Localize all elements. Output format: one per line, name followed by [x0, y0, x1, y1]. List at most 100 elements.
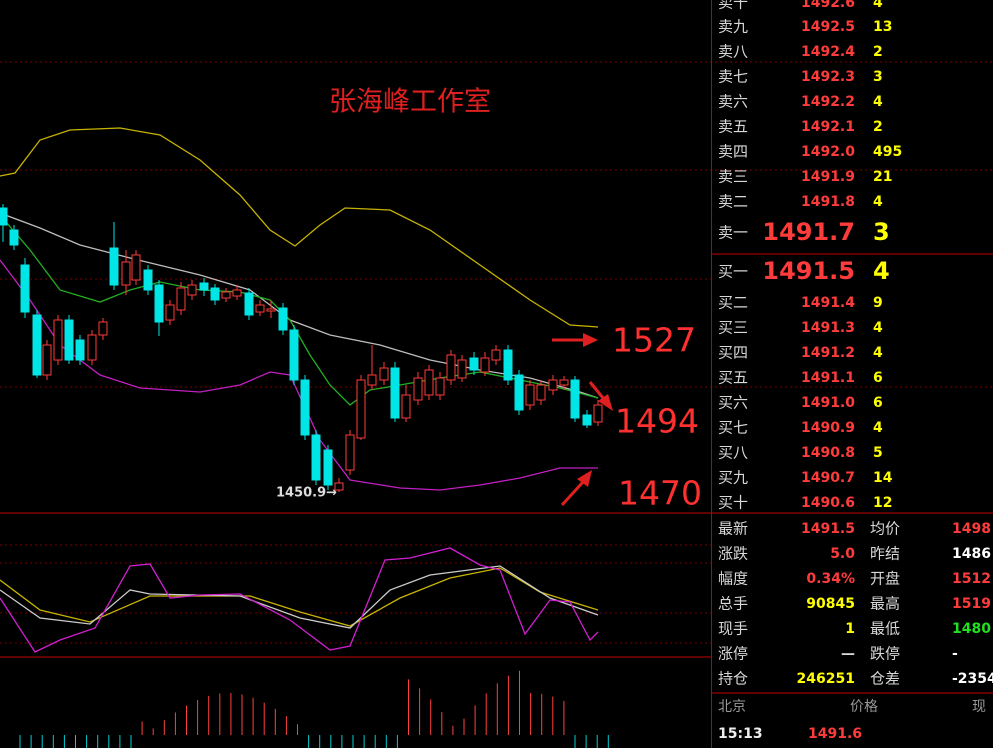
- candle: [548, 379, 558, 391]
- book-price: 1491.1: [801, 370, 855, 386]
- tape-header: 现: [972, 699, 986, 715]
- candle: [53, 319, 63, 361]
- candle: [582, 414, 592, 426]
- candle: [0, 207, 8, 226]
- book-volume: 4: [873, 345, 883, 361]
- book-volume: 4: [873, 320, 883, 336]
- book-label: 买四: [718, 344, 748, 362]
- candle: [469, 357, 479, 371]
- candle: [154, 284, 164, 323]
- stat-value: -: [952, 646, 958, 662]
- candle: [300, 379, 310, 436]
- book-volume: 9: [873, 295, 883, 311]
- book-label: 买十: [718, 494, 748, 512]
- candle: [20, 264, 30, 313]
- candle: [334, 482, 344, 491]
- book-volume: 6: [873, 370, 883, 386]
- stat-value: 1519: [952, 596, 991, 612]
- candle: [503, 349, 513, 381]
- book-label: 买一: [718, 263, 748, 281]
- book-volume: 12: [873, 495, 892, 511]
- stat-value: 1480: [952, 621, 991, 637]
- book-label: 卖十: [718, 0, 748, 12]
- stat-label: 跌停: [870, 645, 900, 663]
- stat-value: 1491.5: [801, 521, 855, 537]
- candle: [457, 359, 467, 379]
- candle: [210, 287, 220, 301]
- candle: [435, 377, 445, 396]
- book-price: 1491.4: [801, 295, 855, 311]
- book-price: 1491.9: [801, 169, 855, 185]
- book-price: 1491.3: [801, 320, 855, 336]
- book-label: 买五: [718, 369, 748, 387]
- candle: [514, 374, 524, 411]
- candle: [345, 434, 355, 471]
- candle: [446, 354, 456, 381]
- watermark: 张海峰工作室: [329, 87, 491, 118]
- stat-label: 涨跌: [718, 545, 748, 563]
- low-label: 1450.9→: [276, 486, 337, 501]
- tape-header: 价格: [850, 699, 878, 715]
- book-volume: 13: [873, 19, 892, 35]
- candle: [356, 379, 366, 439]
- book-price: 1490.9: [801, 420, 855, 436]
- stat-value: 1512: [952, 571, 991, 587]
- stat-label: 均价: [870, 520, 900, 538]
- candle: [525, 384, 535, 406]
- candle: [64, 319, 74, 361]
- book-label: 买六: [718, 394, 748, 412]
- book-price: 1491.5: [762, 257, 855, 285]
- arrows: [552, 333, 613, 507]
- candle: [570, 379, 580, 419]
- book-volume: 4: [873, 257, 890, 285]
- book-label: 卖一: [718, 224, 748, 242]
- book-label: 买三: [718, 319, 748, 337]
- annotation: 1527: [612, 321, 696, 360]
- book-label: 卖二: [718, 193, 748, 211]
- book-label: 卖四: [718, 143, 748, 161]
- book-price: 1492.2: [801, 94, 855, 110]
- stat-value: 90845: [806, 596, 855, 612]
- book-price: 1491.8: [801, 194, 855, 210]
- book-price: 1492.1: [801, 119, 855, 135]
- candle: [32, 314, 42, 376]
- book-volume: 21: [873, 169, 892, 185]
- candle: [221, 291, 231, 299]
- stat-value: 5.0: [830, 546, 855, 562]
- book-volume: 5: [873, 445, 883, 461]
- stat-label: 最新: [718, 520, 748, 538]
- book-label: 卖五: [718, 118, 748, 136]
- stat-label: 现手: [718, 620, 748, 638]
- book-label: 买七: [718, 419, 748, 437]
- candle: [255, 304, 265, 313]
- candle: [131, 254, 141, 281]
- book-label: 买八: [718, 444, 748, 462]
- candle: [109, 247, 119, 286]
- book-label: 卖九: [718, 18, 748, 36]
- stat-label: 总手: [718, 595, 748, 613]
- book-volume: 4: [873, 94, 883, 110]
- candle: [199, 282, 209, 291]
- candle: [87, 334, 97, 361]
- candle: [278, 307, 288, 331]
- book-volume: 6: [873, 395, 883, 411]
- annotation: 1494: [615, 402, 699, 441]
- tape-header: 北京: [718, 699, 746, 715]
- candle: [480, 357, 490, 373]
- candle: [187, 284, 197, 296]
- candle: [390, 367, 400, 419]
- candle: [9, 229, 19, 246]
- candle: [311, 434, 321, 481]
- tape-time: 15:13: [718, 726, 763, 742]
- book-volume: 495: [873, 144, 902, 160]
- book-label: 买九: [718, 469, 748, 487]
- stat-label: 持仓: [718, 670, 748, 688]
- candle: [244, 292, 254, 316]
- stat-value: 246251: [797, 671, 855, 687]
- candle: [232, 289, 242, 297]
- candle: [75, 339, 85, 361]
- annotation: 1470: [618, 474, 702, 513]
- book-price: 1491.0: [801, 395, 855, 411]
